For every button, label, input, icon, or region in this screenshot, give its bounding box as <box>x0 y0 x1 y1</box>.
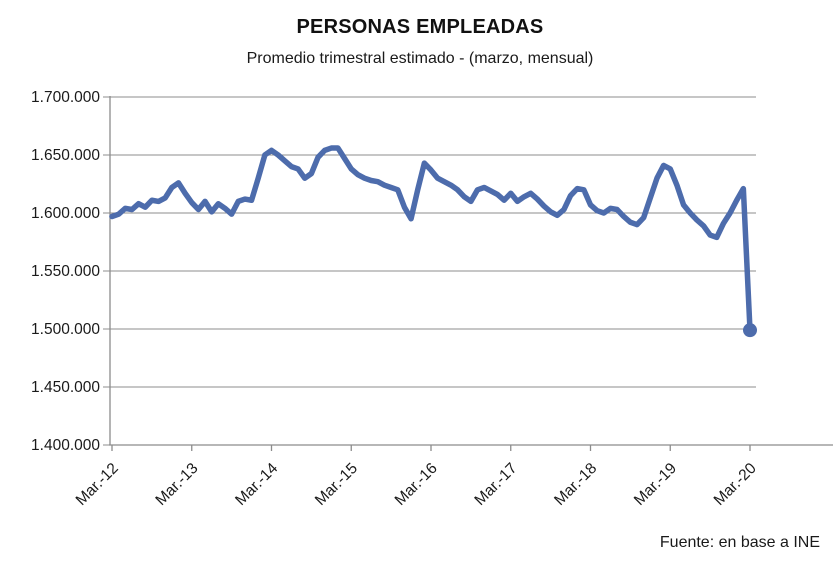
y-axis-tick-label: 1.700.000 <box>31 89 100 106</box>
y-axis-tick-label: 1.500.000 <box>31 321 100 338</box>
chart-subtitle: Promedio trimestral estimado - (marzo, m… <box>246 50 594 67</box>
x-axis-tick-label: Mar.-19 <box>631 460 680 509</box>
x-axis-tick-label: Mar.-12 <box>73 460 122 509</box>
x-axis-tick-label: Mar.-13 <box>152 460 201 509</box>
x-axis-tick-label: Mar.-17 <box>471 460 520 509</box>
data-series-line <box>109 145 753 333</box>
x-axis-tick-label: Mar.-14 <box>232 460 281 509</box>
y-axis-tick-label: 1.600.000 <box>31 205 100 222</box>
endpoint-marker <box>743 323 757 338</box>
y-axis-tick-label: 1.450.000 <box>31 379 100 396</box>
chart-title: PERSONAS EMPLEADAS <box>296 16 544 38</box>
x-axis-tick-label: Mar.-15 <box>312 460 361 509</box>
x-axis-tick-label: Mar.-20 <box>711 460 760 509</box>
source-note: Fuente: en base a INE <box>659 534 820 551</box>
x-axis-tick-label: Mar.-18 <box>551 460 600 509</box>
x-axis-tick-label: Mar.-16 <box>392 460 441 509</box>
y-axis-tick-label: 1.400.000 <box>31 437 100 454</box>
y-axis-tick-label: 1.550.000 <box>31 263 100 280</box>
y-axis-tick-label: 1.650.000 <box>31 147 100 164</box>
